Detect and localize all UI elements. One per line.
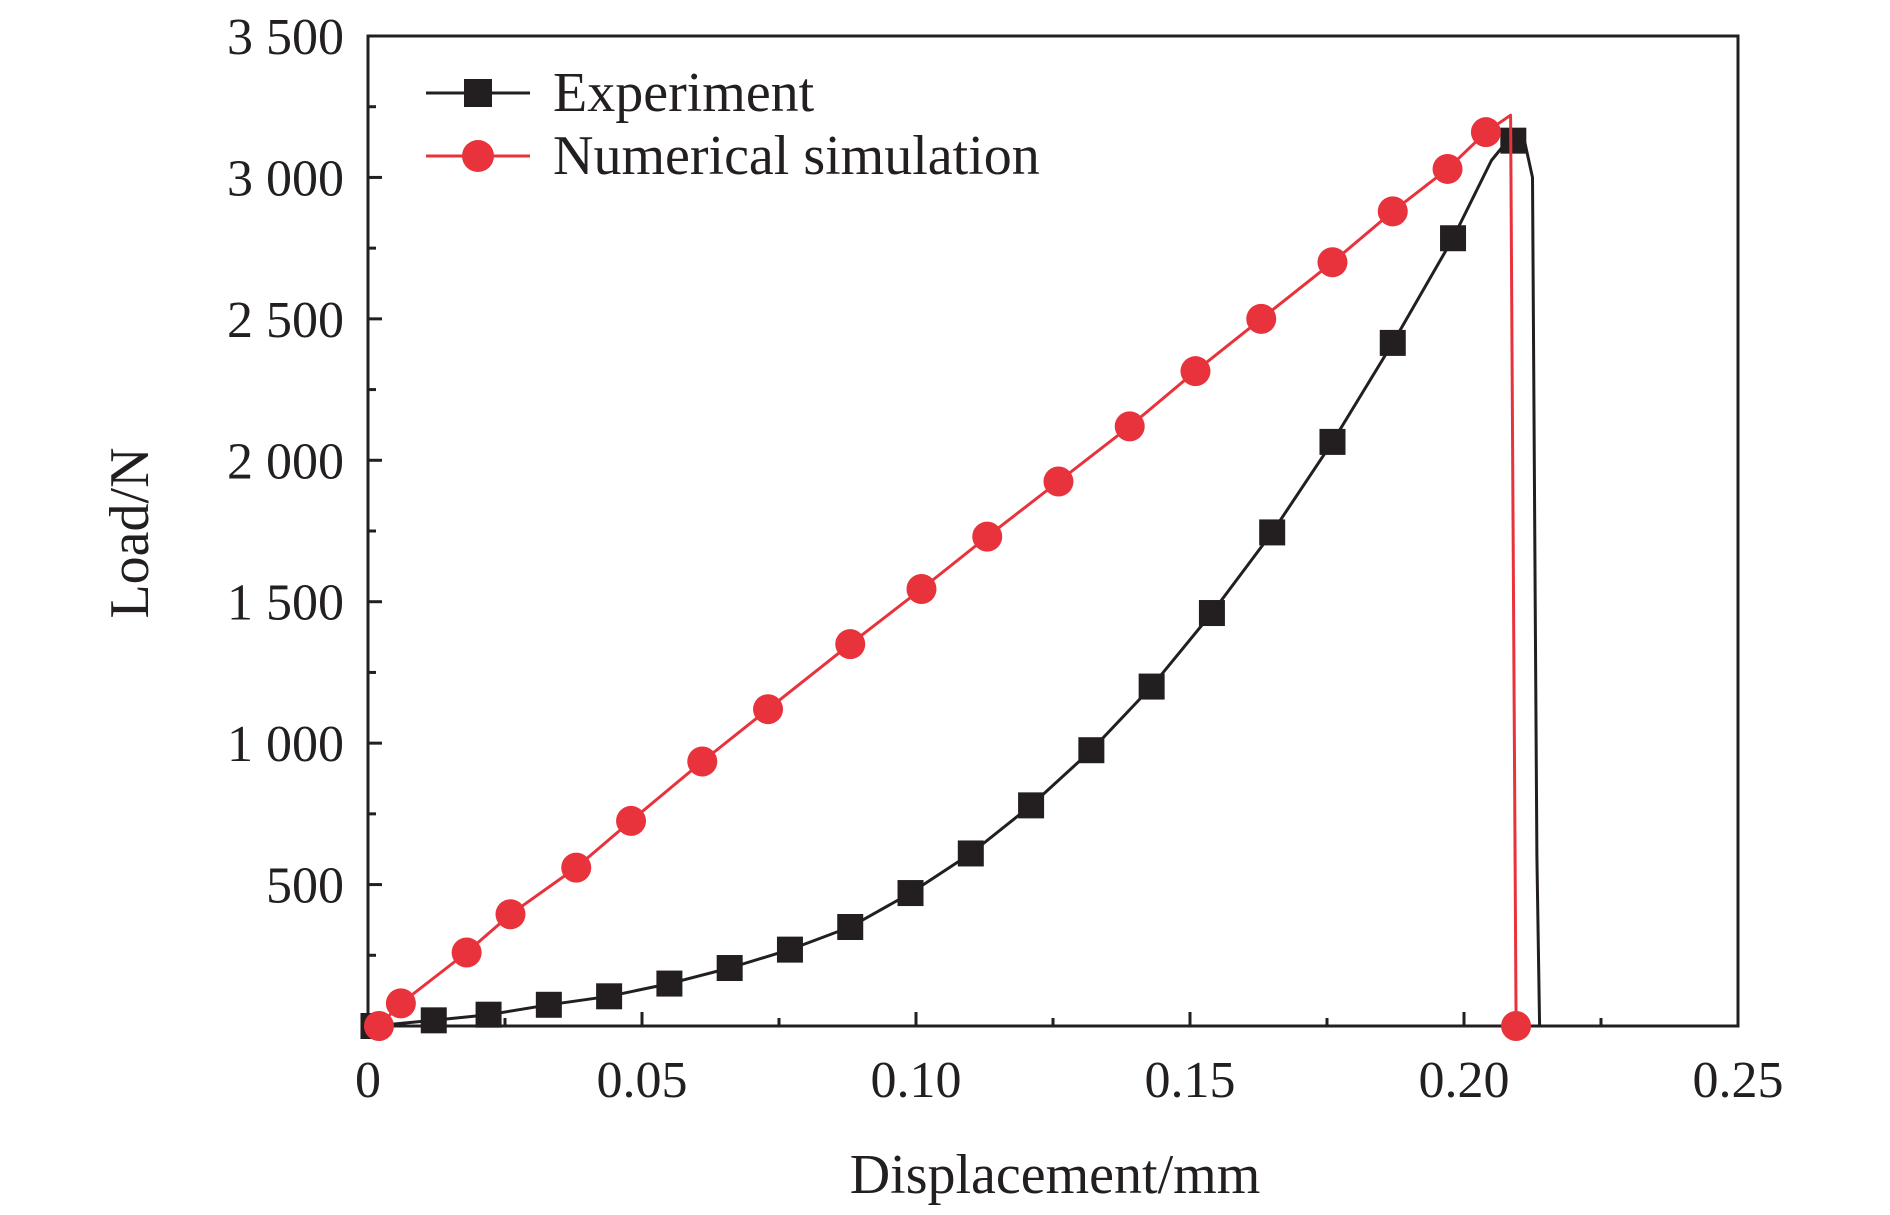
data-point — [776, 936, 803, 963]
y-tick-label: 1 000 — [227, 716, 344, 773]
legend-marker — [462, 140, 494, 172]
data-point — [535, 991, 562, 1018]
data-point — [475, 1001, 502, 1028]
x-tick-label: 0 — [355, 1052, 381, 1109]
data-point — [1440, 225, 1467, 252]
x-tick-label: 0.15 — [1145, 1052, 1236, 1109]
data-point — [1470, 117, 1501, 148]
data-point — [1259, 519, 1286, 546]
data-point — [1500, 127, 1527, 154]
data-point — [385, 988, 416, 1019]
data-point — [616, 805, 647, 836]
data-point — [561, 852, 592, 883]
data-point — [1319, 428, 1346, 455]
data-point — [495, 899, 526, 930]
series-layer — [360, 113, 1542, 1041]
data-point — [906, 573, 937, 604]
y-axis-title: Load/N — [99, 447, 161, 618]
data-point — [1246, 303, 1277, 334]
data-point — [1180, 356, 1211, 387]
data-point — [451, 937, 482, 968]
data-point — [897, 880, 924, 907]
data-point — [687, 746, 718, 777]
data-point — [596, 983, 623, 1010]
y-tick-label: 500 — [266, 858, 344, 915]
x-tick-label: 0.25 — [1693, 1052, 1784, 1109]
legend-label: Numerical simulation — [553, 125, 1040, 187]
data-point — [1377, 196, 1408, 227]
series-line — [377, 113, 1518, 1028]
series-0 — [360, 127, 1542, 1039]
data-point — [656, 970, 683, 997]
x-tick-label: 0.20 — [1419, 1052, 1510, 1109]
data-point — [837, 914, 864, 940]
data-point — [1043, 466, 1074, 497]
y-tick-label: 2 500 — [227, 292, 344, 349]
y-tick-label: 3 000 — [227, 150, 344, 207]
data-point — [1379, 329, 1406, 356]
data-point — [420, 1007, 447, 1034]
legend-label: Experiment — [553, 62, 815, 124]
series-1 — [363, 113, 1532, 1041]
data-point — [1114, 411, 1145, 442]
x-tick-label: 0.10 — [871, 1052, 962, 1109]
x-tick-label: 0.05 — [597, 1052, 688, 1109]
data-point — [972, 521, 1003, 552]
series-line — [373, 130, 1542, 1028]
y-tick-label: 3 500 — [227, 9, 344, 66]
data-point — [363, 1011, 394, 1041]
data-point — [1432, 153, 1463, 184]
data-point — [1138, 673, 1165, 700]
data-point — [1198, 600, 1225, 627]
axes: 0 0.05 0.10 0.15 0.20 0.25 500 1 000 1 500 2 000 2… — [227, 9, 1784, 1109]
data-point — [753, 694, 784, 725]
y-tick-label: 2 000 — [227, 433, 344, 490]
data-point — [716, 955, 743, 982]
data-point — [957, 840, 984, 867]
data-point — [1078, 737, 1105, 764]
data-point — [835, 629, 866, 660]
legend-marker — [464, 79, 492, 107]
data-point — [1501, 1011, 1532, 1041]
y-tick-label: 1 500 — [227, 575, 344, 632]
data-point — [1317, 247, 1348, 278]
data-point — [1018, 792, 1045, 819]
x-axis-title: Displacement/mm — [850, 1144, 1261, 1206]
